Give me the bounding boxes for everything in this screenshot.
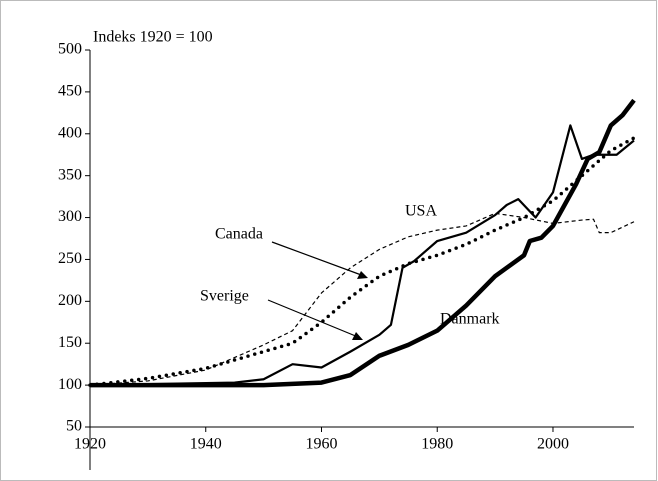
arrow: [271, 241, 365, 277]
series-line: [89, 124, 635, 387]
x-tick-label: 1920: [74, 436, 106, 453]
series-label: Sverige: [200, 288, 249, 305]
x-tick-label: 1980: [421, 436, 453, 453]
y-tick-label: 100: [58, 376, 82, 393]
y-tick-label: 300: [58, 208, 82, 225]
y-tick-label: 200: [58, 292, 82, 309]
y-tick-label: 450: [58, 83, 82, 100]
arrow-head: [357, 271, 368, 279]
series-line: [89, 212, 635, 386]
arrow-head: [352, 332, 363, 340]
series-label: USA: [405, 203, 437, 220]
y-tick-label: 50: [66, 418, 82, 435]
series-line: [90, 98, 636, 388]
subtitle: Indeks 1920 = 100: [93, 29, 213, 46]
series-line: [88, 136, 636, 387]
y-tick-label: 500: [58, 41, 82, 58]
arrow: [267, 299, 359, 338]
y-tick-label: 400: [58, 124, 82, 141]
y-tick-label: 150: [58, 334, 82, 351]
y-tick-label: 350: [58, 166, 82, 183]
x-tick-label: 1960: [305, 436, 337, 453]
x-tick-label: 1940: [190, 436, 222, 453]
x-tick-label: 2000: [537, 436, 569, 453]
series-label: Canada: [215, 226, 263, 243]
y-tick-label: 250: [58, 250, 82, 267]
